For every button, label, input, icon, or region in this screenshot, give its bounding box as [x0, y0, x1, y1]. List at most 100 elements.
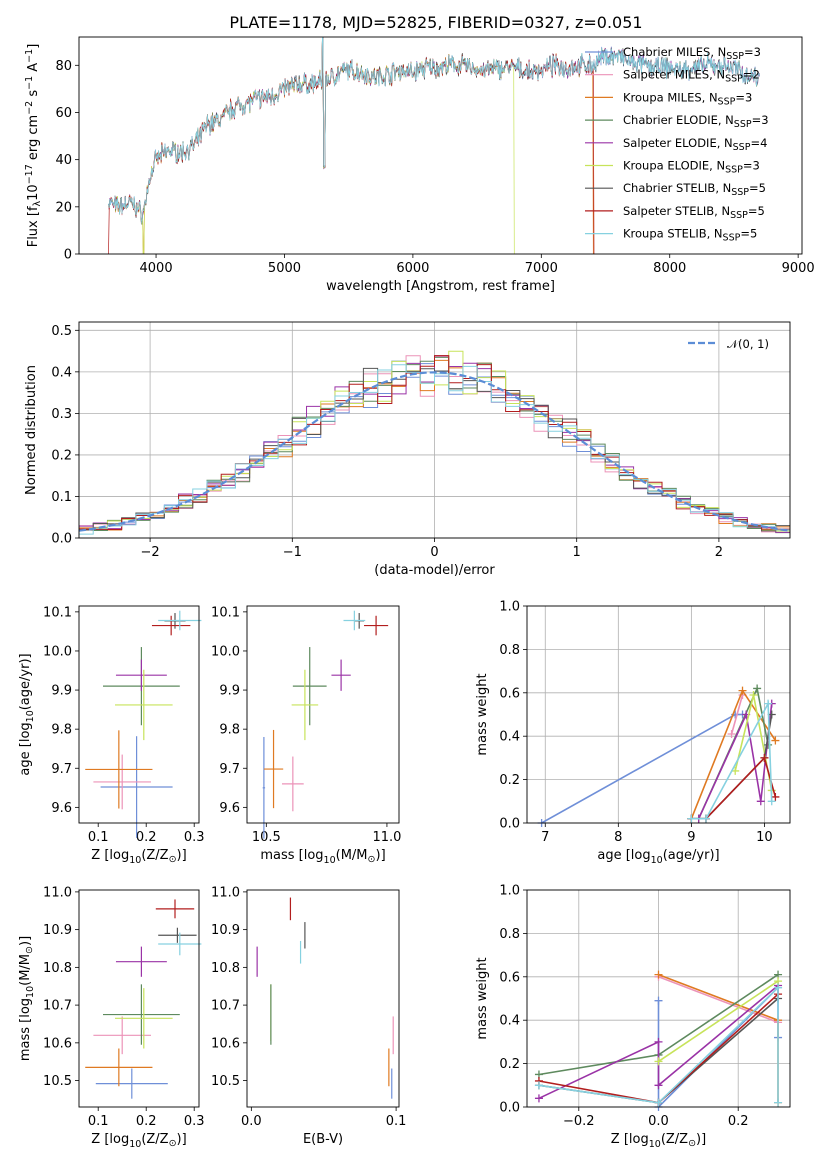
x-tick-label: 0.2 [136, 830, 157, 845]
y-tick-label: 0.5 [51, 324, 72, 339]
legend-label: Chabrier STELIB, NSSP=5 [623, 181, 766, 198]
axes-frame [246, 889, 400, 1108]
x-tick-label: 6000 [396, 261, 429, 276]
massweight-line [690, 688, 777, 819]
x-axis-label: Z [log10(Z/Z⊙)] [91, 848, 186, 866]
massweight-marker [534, 1094, 543, 1103]
y-tick-label: 0.8 [499, 643, 520, 658]
y-axis-label: Flux [fλ10−17 erg cm−2 s−1 A−1] [24, 44, 43, 248]
y-tick-label: 0.3 [51, 407, 72, 422]
legend: Chabrier MILES, NSSP=3 Salpeter MILES, NS… [585, 45, 769, 244]
y-tick-label: 9.6 [51, 801, 72, 816]
y-tick-label: 0.0 [51, 532, 72, 547]
y-tick-label: 9.6 [219, 801, 240, 816]
y-tick-label: 10.7 [43, 999, 72, 1014]
x-tick-label: 0.0 [648, 1114, 669, 1129]
x-tick-label: 5000 [268, 261, 301, 276]
x-tick-label: 11.0 [372, 830, 401, 845]
x-tick-label: 0.1 [88, 1114, 109, 1129]
massweight-marker [654, 1057, 663, 1066]
y-tick-label: 10.0 [43, 644, 72, 659]
mass_vs_ebv-panel: 0.0 0.1 10.5 10.6 10.7 10.8 10.9 11.0 E(B-V) [211, 885, 406, 1147]
residuals-panel: −2 −1 0 1 2 0.0 0.1 0.2 0.3 0.4 0.5 (data-model)/er… [24, 321, 791, 578]
panels: 4000 5000 6000 7000 8000 9000020406080wavelen… [18, 36, 815, 1150]
normal-curve [78, 371, 791, 532]
x-tick-label: 0.0 [241, 1114, 262, 1129]
x-tick-label: 4000 [140, 261, 173, 276]
y-axis-label: mass weight [475, 957, 490, 1039]
y-tick-label: 0.6 [499, 686, 520, 701]
x-tick-label: −1 [283, 545, 302, 560]
y-tick-label: 0.2 [499, 773, 520, 788]
y-tick-label: 0.0 [499, 1101, 520, 1116]
y-tick-label: 80 [55, 59, 72, 74]
massweight-marker [654, 1098, 663, 1107]
x-axis-label: (data-model)/error [374, 563, 495, 578]
age_vs_mass-panel: 10.5 11.0 9.6 9.7 9.8 9.9 10.0 10.1 mass [log10(… [211, 605, 401, 866]
massweight-marker [738, 686, 747, 695]
y-tick-label: 10.5 [211, 1074, 240, 1089]
x-axis-label: Z [log10(Z/Z⊙)] [91, 1132, 186, 1150]
y-tick-label: 10.1 [211, 605, 240, 620]
y-tick-label: 0.4 [499, 1014, 520, 1029]
massweight-marker [771, 792, 780, 801]
histogram-series [79, 355, 790, 534]
massweight-line [658, 980, 779, 1063]
y-axis-label: mass weight [475, 673, 490, 755]
y-tick-label: 60 [55, 106, 72, 121]
y-tick-label: 0.2 [499, 1057, 520, 1072]
x-axis-label: E(B-V) [303, 1132, 343, 1147]
y-tick-label: 11.0 [211, 885, 240, 900]
x-tick-label: 10.5 [252, 830, 281, 845]
x-tick-label: 9000 [782, 261, 815, 276]
y-tick-label: 9.8 [219, 723, 240, 738]
massweight-line [697, 685, 769, 820]
massweight-marker [774, 1098, 783, 1107]
y-tick-label: 9.8 [51, 723, 72, 738]
histogram-series [79, 364, 790, 535]
age_vs_Z-panel: 0.1 0.2 0.3 9.6 9.7 9.8 9.9 10.0 10.1 Z [log10(Z/… [18, 605, 205, 866]
y-tick-label: 11.0 [43, 885, 72, 900]
x-tick-label: 0.3 [184, 1114, 205, 1129]
spectrum-panel: 4000 5000 6000 7000 8000 9000 0 20 40 60 80 wavelen… [24, 36, 815, 294]
x-tick-label: −2 [141, 545, 160, 560]
axes-frame [246, 605, 400, 824]
massweight-line [538, 985, 779, 1104]
x-tick-label: 0.1 [88, 830, 109, 845]
x-tick-label: 0.2 [136, 1114, 157, 1129]
massweight-marker [687, 814, 696, 823]
legend-label: Chabrier ELODIE, NSSP=3 [623, 113, 769, 130]
y-tick-label: 10.9 [43, 923, 72, 938]
y-tick-label: 0.8 [499, 927, 520, 942]
y-tick-label: 0.6 [499, 970, 520, 985]
x-tick-label: 0.1 [386, 1114, 407, 1129]
massweight-marker [654, 1037, 663, 1046]
legend-label: Kroupa MILES, NSSP=3 [623, 90, 752, 107]
y-tick-label: 0.4 [51, 365, 72, 380]
y-tick-label: 10.9 [211, 923, 240, 938]
x-axis-label: wavelength [Angstrom, rest frame] [326, 279, 555, 294]
y-tick-label: 10.0 [211, 644, 240, 659]
massweight-marker [654, 970, 663, 979]
x-tick-label: 7000 [525, 261, 558, 276]
y-tick-label: 10.7 [211, 999, 240, 1014]
y-tick-label: 9.9 [51, 684, 72, 699]
x-tick-label: 9 [687, 830, 695, 845]
y-tick-label: 1.0 [499, 884, 520, 899]
x-axis-label: mass [log10(M/M⊙)] [260, 848, 385, 866]
y-tick-label: 10.6 [43, 1036, 72, 1051]
y-tick-label: 10.8 [211, 961, 240, 976]
massweight-marker [753, 684, 762, 693]
massweight-marker [767, 797, 776, 806]
y-tick-label: 0.0 [499, 817, 520, 832]
massweight-marker [771, 736, 780, 745]
y-tick-label: 0.1 [51, 490, 72, 505]
massweight-marker [749, 690, 758, 699]
spectrum-line [108, 37, 760, 224]
y-axis-label: Normed distribution [24, 365, 39, 495]
y-axis-label: mass [log10(M/M⊙)] [18, 936, 36, 1061]
massweight-line [730, 694, 744, 735]
legend-label: Salpeter STELIB, NSSP=5 [623, 204, 765, 221]
massweight_vs_age-panel: 7 8 9 10 0.0 0.2 0.4 0.6 0.8 1.0 age [log10(age/yr… [475, 600, 791, 866]
